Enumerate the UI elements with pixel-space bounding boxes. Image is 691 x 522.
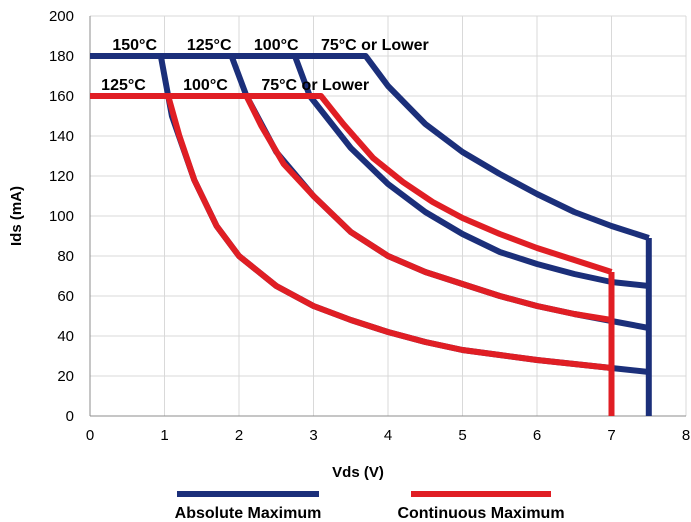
temperature-label: 125°C (187, 37, 232, 54)
y-tick-label: 60 (57, 288, 74, 305)
y-tick-label: 160 (49, 88, 74, 105)
y-axis-title: Ids (mA) (8, 186, 25, 246)
temperature-label: 100°C (254, 37, 299, 54)
y-tick-label: 100 (49, 208, 74, 225)
y-tick-label: 120 (49, 168, 74, 185)
x-tick-label: 6 (533, 427, 541, 444)
continuous-maximum-line (90, 93, 613, 275)
x-tick-label: 2 (235, 427, 243, 444)
x-tick-label: 7 (607, 427, 615, 444)
y-tick-label: 200 (49, 8, 74, 25)
y-tick-label: 180 (49, 48, 74, 65)
legend: Absolute Maximum Continuous Maximum (175, 491, 565, 522)
y-tick-label: 80 (57, 248, 74, 265)
temperature-label: 75°C or Lower (321, 37, 429, 54)
x-tick-label: 1 (160, 427, 168, 444)
temperature-label: 150°C (112, 37, 157, 54)
temperature-label: 100°C (183, 77, 228, 94)
x-tick-label: 0 (86, 427, 94, 444)
y-tick-label: 20 (57, 368, 74, 385)
absolute-maximum-line (90, 53, 650, 241)
temperature-label: 75°C or Lower (261, 77, 369, 94)
absolute-maximum-line (90, 53, 650, 289)
temperature-label: 125°C (101, 77, 146, 94)
legend-continuous-maximum-label: Continuous Maximum (397, 505, 564, 522)
series-lines (90, 53, 652, 416)
x-tick-label: 5 (458, 427, 466, 444)
y-tick-label: 40 (57, 328, 74, 345)
y-tick-label: 0 (66, 408, 74, 425)
x-tick-label: 4 (384, 427, 392, 444)
continuous-maximum-line (90, 93, 612, 371)
temperature-annotations: 150°C 125°C 100°C 75°C or Lower 125°C 100°C 75… (101, 37, 429, 94)
x-axis-title: Vds (V) (332, 464, 384, 481)
x-tick-label: 8 (682, 427, 690, 444)
legend-absolute-maximum-label: Absolute Maximum (175, 505, 322, 522)
continuous-maximum-line (90, 93, 612, 323)
y-tick-label: 140 (49, 128, 74, 145)
x-tick-label: 3 (309, 427, 317, 444)
